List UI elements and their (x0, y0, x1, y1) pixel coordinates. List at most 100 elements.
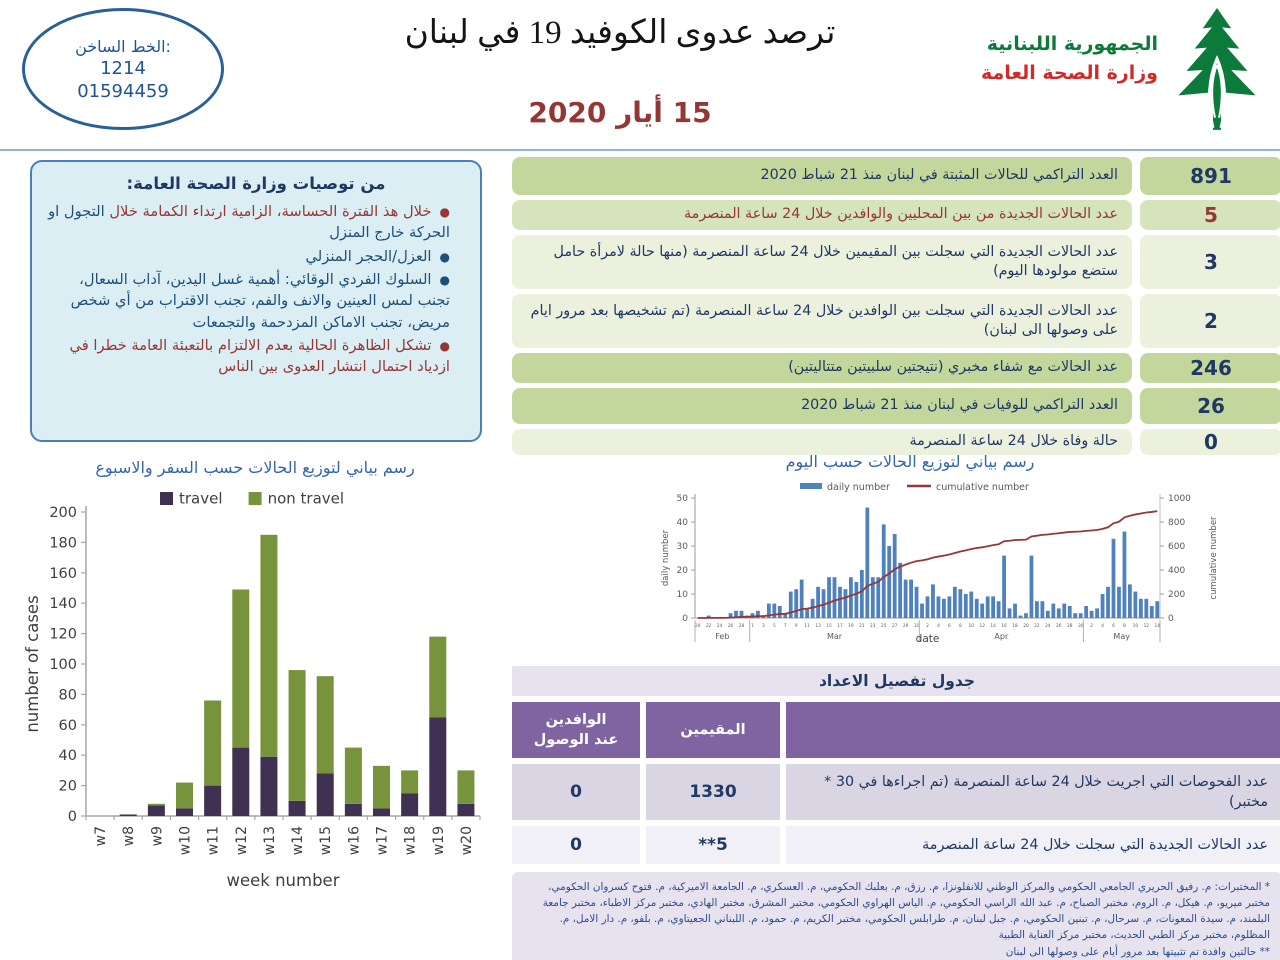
table-row: عدد الحالات الجديدة من بين المحليين والو… (512, 200, 1280, 230)
svg-text:21: 21 (859, 623, 865, 629)
table-row: عدد الحالات الجديدة التي سجلت بين الوافد… (512, 294, 1280, 348)
svg-text:26: 26 (728, 623, 734, 629)
recommendation-text: العزل/الحجر المنزلي (305, 247, 432, 265)
table-cell-resident: 1330 (646, 764, 780, 820)
svg-text:26: 26 (1056, 623, 1062, 629)
weekly-chart-title: رسم بياني لتوزيع الحالات حسب السفر والاس… (95, 458, 415, 477)
svg-text:number of cases: number of cases (23, 595, 42, 732)
recommendation-text: تشكل الظاهرة الحالية بعدم الالتزام بالتع… (69, 336, 450, 376)
svg-text:week number: week number (227, 871, 340, 890)
svg-text:20: 20 (695, 623, 701, 629)
svg-text:28: 28 (739, 623, 745, 629)
table-cell-arrival: 0 (512, 764, 640, 820)
list-item: ●السلوك الفردي الوقائي: أهمية غسل اليدين… (48, 269, 450, 333)
daily-chart-title: رسم بياني لتوزيع الحالات حسب اليوم (785, 452, 1035, 471)
stat-value: 0 (1140, 429, 1280, 455)
svg-text:31: 31 (914, 623, 920, 629)
list-item: ●تشكل الظاهرة الحالية بعدم الالتزام بالت… (48, 335, 450, 378)
svg-text:29: 29 (903, 623, 909, 629)
svg-text:20: 20 (677, 566, 689, 576)
report-date: 15 أيار 2020 (528, 96, 712, 129)
svg-text:19: 19 (848, 623, 854, 629)
svg-text:15: 15 (826, 623, 832, 629)
svg-text:80: 80 (59, 687, 77, 703)
svg-text:200: 200 (49, 505, 77, 521)
table-cell-label: عدد الفحوصات التي اجريت خلال 24 ساعة الم… (786, 764, 1280, 820)
column-header-text: عند الوصول (533, 732, 619, 748)
svg-text:6: 6 (1112, 623, 1115, 629)
ministry-line2: وزارة الصحة العامة (980, 62, 1158, 85)
recommendation-text: خلال هذ الفترة الحساسة، الزامية ارتداء ا… (109, 203, 432, 220)
table-cell-arrival: 0 (512, 826, 640, 864)
svg-text:w20: w20 (459, 826, 475, 855)
list-item: ● العزل/الحجر المنزلي (48, 246, 450, 267)
weekly-travel-chart: travel non travel 0 20 40 60 80 100 120 140 160 180… (23, 490, 481, 890)
svg-text:120: 120 (49, 627, 77, 643)
svg-text:2: 2 (1090, 623, 1093, 629)
svg-text:20: 20 (59, 779, 77, 795)
svg-text:1: 1 (751, 623, 754, 629)
svg-text:10: 10 (677, 590, 689, 600)
svg-text:w8: w8 (121, 826, 137, 846)
svg-text:17: 17 (837, 623, 843, 629)
header-divider (0, 149, 1280, 151)
svg-text:14: 14 (990, 623, 996, 629)
svg-text:May: May (1113, 632, 1130, 641)
svg-text:6: 6 (948, 623, 951, 629)
svg-text:8: 8 (1123, 623, 1126, 629)
table-cell-label: عدد الحالات الجديدة التي سجلت خلال 24 سا… (786, 826, 1280, 864)
svg-text:daily number: daily number (661, 529, 671, 586)
footnote-arrivals: ** حالتين وافدة تم تثبيتها بعد مرور أيام… (1005, 945, 1270, 958)
stat-value: 5 (1140, 200, 1280, 230)
svg-text:24: 24 (1045, 623, 1051, 629)
stat-label: عدد الحالات الجديدة من بين المحليين والو… (512, 200, 1132, 230)
table-row: العدد التراكمي للوفيات في لبنان منذ 21 ش… (512, 388, 1280, 424)
footnote-labs: * المختبرات: م. رفيق الحريري الجامعي الح… (542, 881, 1270, 942)
table-row: العدد التراكمي للحالات المثبتة في لبنان … (512, 157, 1280, 195)
svg-text:200: 200 (1168, 590, 1185, 600)
bullet-icon: ● (439, 205, 450, 219)
table-cell-resident: **5 (646, 826, 780, 864)
stat-label: العدد التراكمي للحالات المثبتة في لبنان … (512, 157, 1132, 195)
svg-text:w10: w10 (178, 826, 194, 855)
svg-text:w7: w7 (93, 826, 109, 846)
stat-value: 891 (1140, 157, 1280, 195)
svg-text:11: 11 (804, 623, 810, 629)
svg-text:cumulative number: cumulative number (1209, 516, 1219, 600)
column-header-text: الوافدين (545, 711, 607, 728)
svg-text:9: 9 (795, 623, 798, 629)
svg-text:4: 4 (937, 623, 940, 629)
bullet-icon: ● (439, 249, 450, 264)
svg-text:2: 2 (926, 623, 929, 629)
key-figures-table: العدد التراكمي للحالات المثبتة في لبنان … (512, 157, 1280, 455)
svg-text:16: 16 (1001, 623, 1007, 629)
svg-text:60: 60 (59, 718, 77, 734)
svg-text:0: 0 (1168, 614, 1174, 624)
table-row: عدد الحالات الجديدة التي سجلت بين المقيم… (512, 235, 1280, 289)
svg-text:22: 22 (706, 623, 712, 629)
svg-text:Feb: Feb (715, 632, 729, 641)
svg-text:14: 14 (1155, 623, 1161, 629)
details-table-grid: الوافدين عند الوصول المقيمين 0 1330 عدد … (512, 702, 1280, 864)
column-header-text: المقيمين (680, 721, 746, 738)
hotline-label: الخط الساخن: (75, 36, 171, 56)
svg-text:10: 10 (969, 623, 975, 629)
svg-text:w16: w16 (346, 826, 362, 855)
svg-text:25: 25 (881, 623, 887, 629)
svg-text:24: 24 (717, 623, 723, 629)
bullet-icon: ● (439, 338, 450, 353)
svg-text:daily number: daily number (827, 482, 890, 493)
cedar-logo-icon (1178, 8, 1256, 130)
svg-text:28: 28 (1067, 623, 1073, 629)
hotline-badge: الخط الساخن: 1214 01594459 (22, 8, 224, 130)
column-header-residents: المقيمين (646, 702, 780, 758)
ministry-line1: الجمهورية اللبنانية (986, 33, 1158, 55)
stat-value: 2 (1140, 294, 1280, 348)
svg-text:18: 18 (1012, 623, 1018, 629)
svg-text:3: 3 (762, 623, 765, 629)
stat-label: عدد الحالات الجديدة التي سجلت بين المقيم… (512, 235, 1132, 289)
svg-text:w18: w18 (403, 826, 419, 855)
stat-label: عدد الحالات الجديدة التي سجلت بين الوافد… (512, 294, 1132, 348)
svg-text:100: 100 (49, 657, 77, 673)
